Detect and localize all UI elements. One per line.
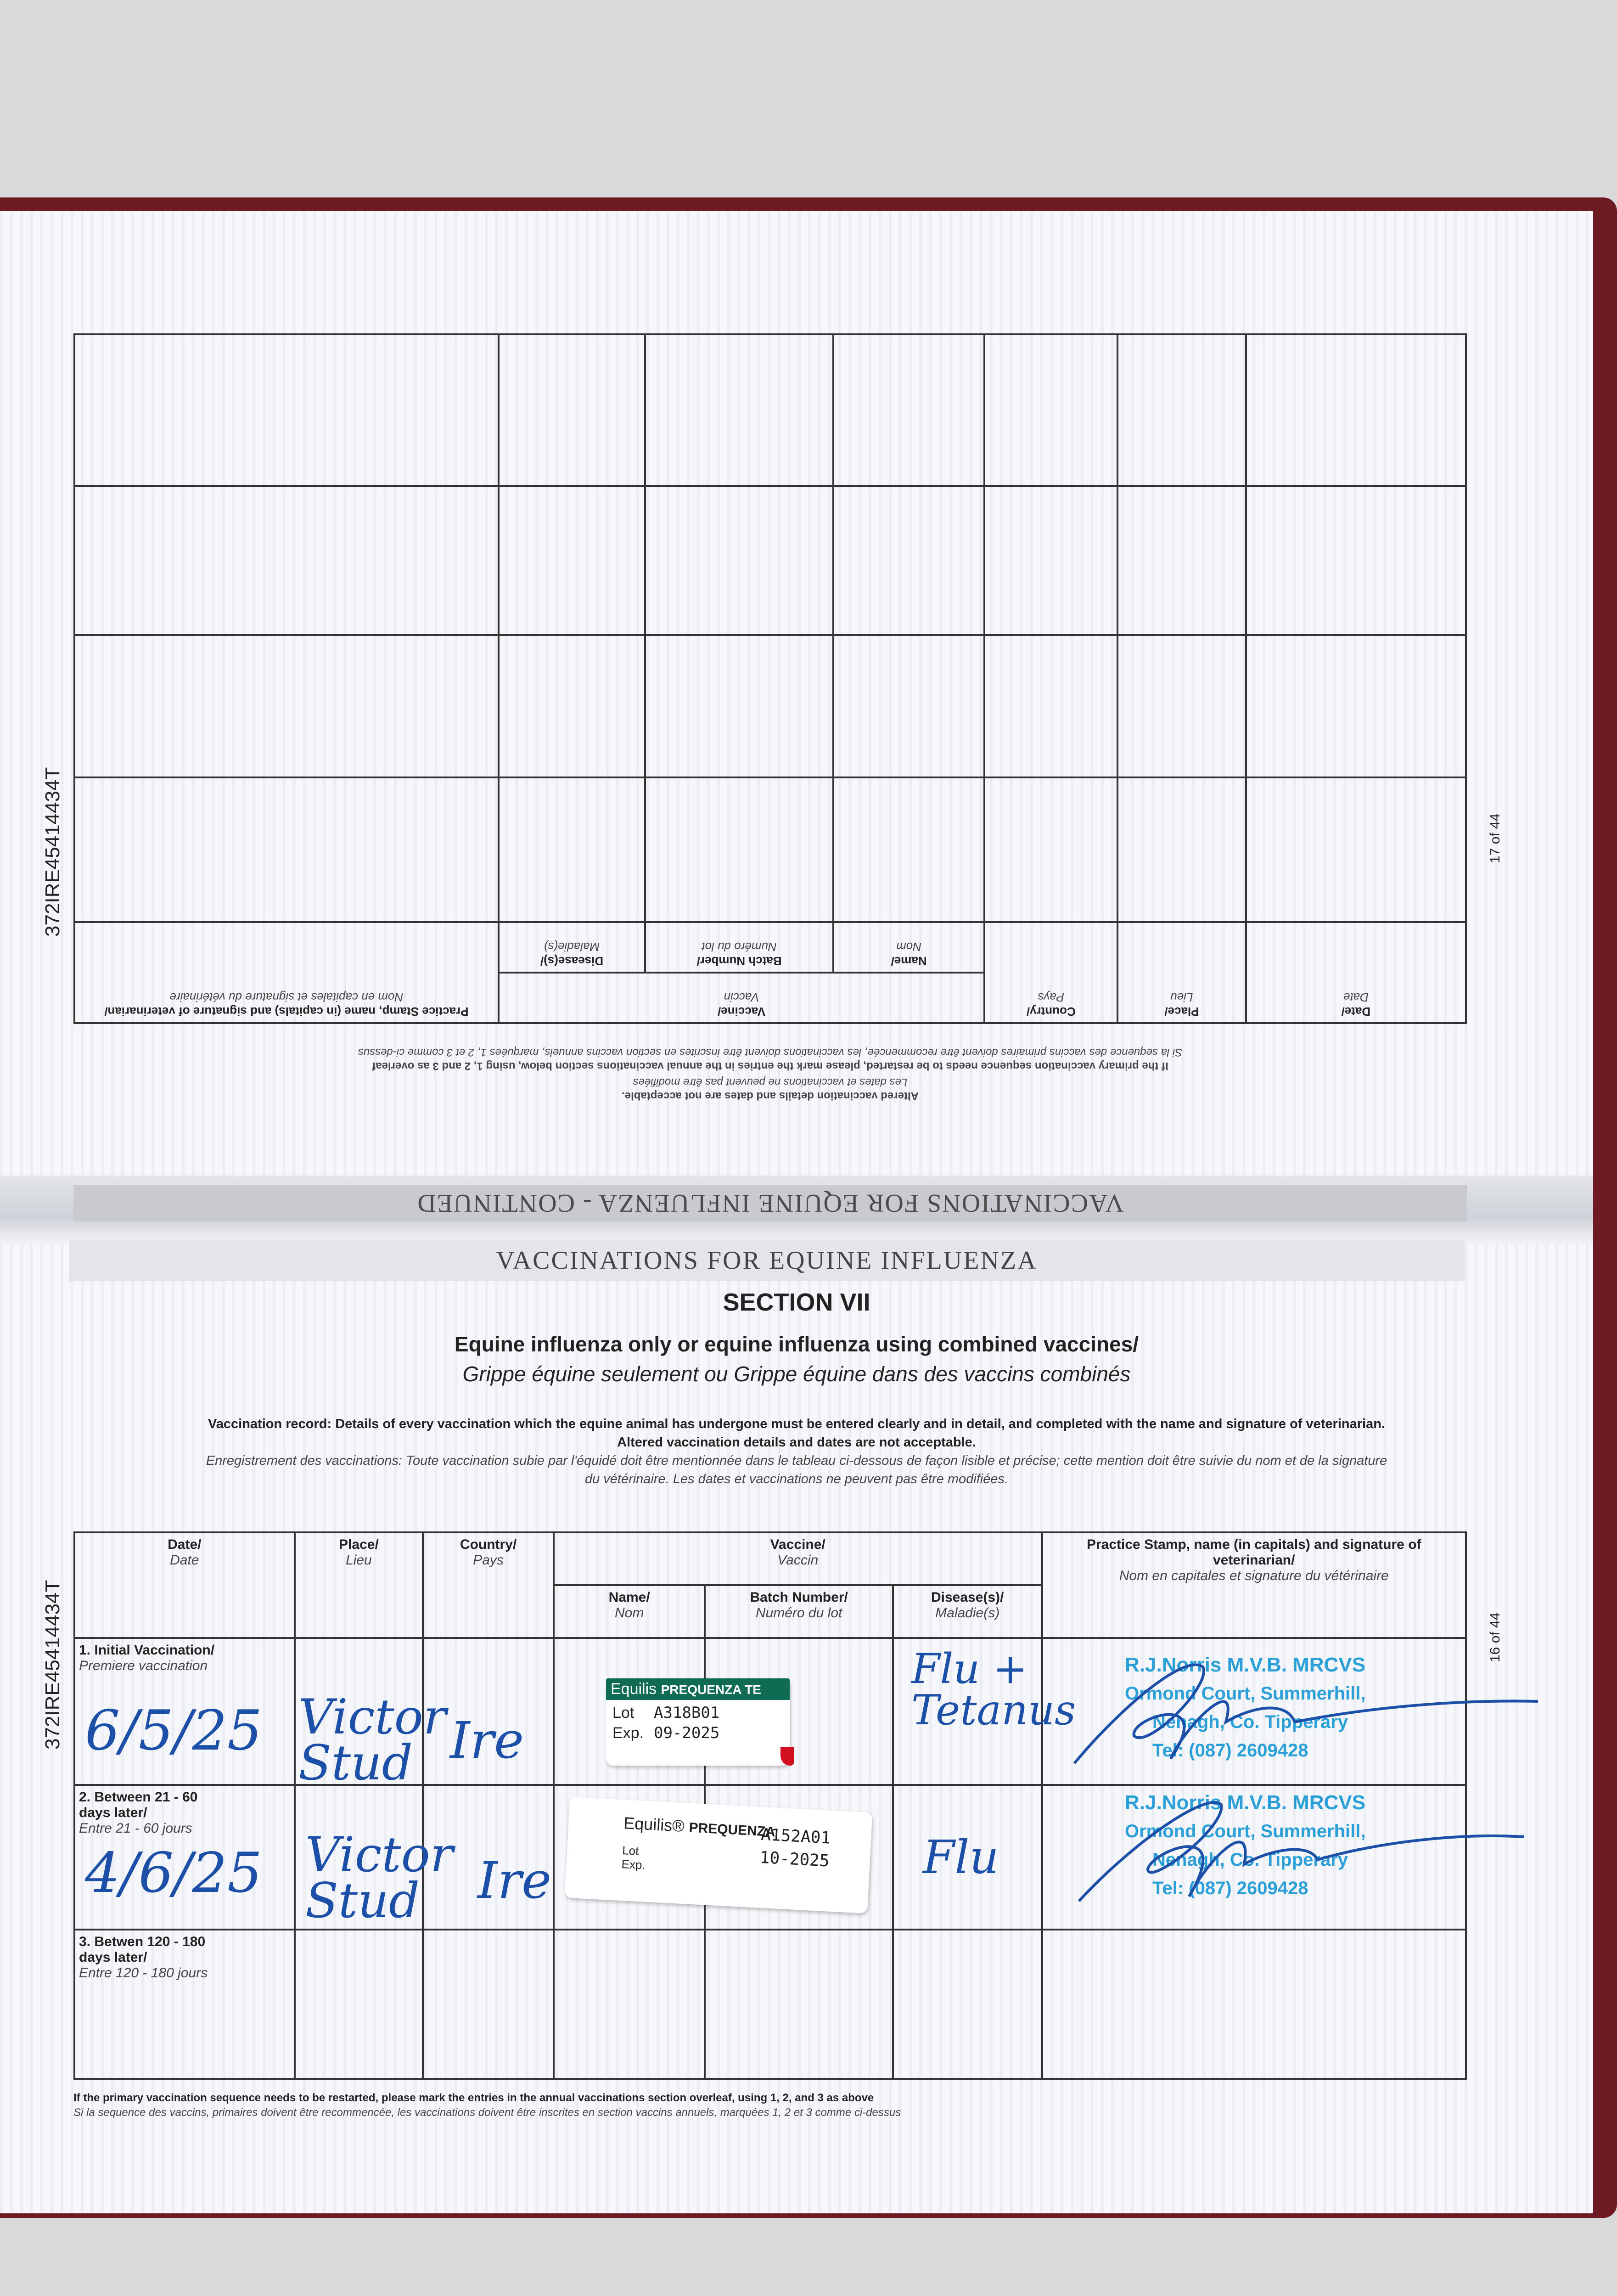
- subtitle-fr: Grippe équine seulement ou Grippe équine…: [462, 1362, 1131, 1386]
- top-vaccination-table: Date/Date Place/Lieu Country/Pays Vaccin…: [73, 333, 1467, 1024]
- th-country: Country/Pays: [984, 922, 1118, 1023]
- row-label: 2. Between 21 - 60 days later/Entre 21 -…: [73, 1784, 296, 1930]
- handwritten-country-2: Ire: [477, 1851, 552, 1910]
- table-row: [74, 635, 1466, 777]
- th-disease: Disease(s)/Maladie(s): [498, 922, 646, 973]
- record-fr-1: Enregistrement des vaccinations: Toute v…: [206, 1453, 1387, 1468]
- document-id-top: 372IRE45414434T: [41, 767, 64, 937]
- th-date: Date/Date: [73, 1531, 296, 1639]
- record-en-1: Vaccination record: Details of every vac…: [208, 1417, 1385, 1431]
- top-note-en-2: If the primary vaccination sequence need…: [372, 1060, 1168, 1072]
- handwritten-disease-2: Flu: [923, 1830, 999, 1884]
- top-note-fr-1: Les dates et vaccinations ne peuvent pas…: [633, 1076, 908, 1088]
- vet-stamp-2: R.J.Norris M.V.B. MRCVS Ormond Court, Sum…: [1125, 1791, 1366, 1898]
- th-place: Place/Lieu: [1117, 922, 1246, 1023]
- table-row: [74, 777, 1466, 922]
- th-date: Date/Date: [1246, 922, 1466, 1023]
- footnote-fr: Si la sequence des vaccins, primaires do…: [73, 2106, 901, 2119]
- sticker-exp-label: Exp.: [621, 1857, 646, 1872]
- th-vaccine: Vaccine/Vaccin: [498, 973, 985, 1023]
- vet-signature-2: [1078, 1801, 1525, 1902]
- table-row: 3. Betwen 120 - 180 days later/Entre 120…: [73, 1929, 1467, 2080]
- sticker-lot: A318B01: [654, 1704, 720, 1722]
- th-disease: Disease(s)/Maladie(s): [892, 1584, 1043, 1639]
- vet-signature-1: [1073, 1663, 1538, 1764]
- sticker-lot-label: Lot: [612, 1704, 634, 1722]
- sticker-red-mark: [780, 1747, 794, 1766]
- sticker-brand: Equilis®: [623, 1813, 685, 1836]
- top-note-en-1: Altered vaccination details and dates ar…: [622, 1090, 919, 1102]
- handwritten-country-1: Ire: [450, 1711, 524, 1770]
- record-fr-2: du vétérinaire. Les dates et vaccination…: [584, 1472, 1009, 1486]
- top-note-fr-2: Si la sequence des vaccins primaires doi…: [358, 1046, 1183, 1058]
- th-stamp: Practice Stamp, name (in capitals) and s…: [74, 922, 499, 1023]
- handwritten-disease-1: Flu + Tetanus: [911, 1645, 1076, 1734]
- record-en-2: Altered vaccination details and dates ar…: [617, 1435, 976, 1450]
- sticker-lot: A152A01: [760, 1825, 831, 1848]
- handwritten-place-1: Victor Stud: [298, 1689, 446, 1791]
- vaccine-sticker-2: Equilis® PREQUENZA A152A01 10-2025 Lot E…: [564, 1796, 873, 1914]
- row-label: 1. Initial Vaccination/Premiere vaccinat…: [73, 1637, 296, 1786]
- th-batch: Batch Number/Numéro du lot: [704, 1584, 894, 1639]
- sticker-brand: Equilis: [611, 1680, 657, 1698]
- th-country: Country/Pays: [422, 1531, 555, 1639]
- footnote-en: If the primary vaccination sequence need…: [73, 2092, 874, 2104]
- table-row: [74, 486, 1466, 635]
- sticker-lot-label: Lot: [622, 1843, 640, 1858]
- th-name: Name/Nom: [833, 922, 985, 973]
- sticker-exp: 09-2025: [654, 1724, 720, 1742]
- upside-down-page: VACCINATIONS FOR EQUINE INFLUENZA - CONT…: [73, 276, 1467, 1231]
- th-stamp: Practice Stamp, name (in capitals) and s…: [1041, 1531, 1467, 1639]
- sticker-exp: 10-2025: [759, 1848, 830, 1871]
- top-page-title: VACCINATIONS FOR EQUINE INFLUENZA - CONT…: [73, 1185, 1467, 1221]
- th-place: Place/Lieu: [293, 1531, 424, 1639]
- vet-stamp-1: R.J.Norris M.V.B. MRCVS Ormond Court, Sum…: [1125, 1654, 1366, 1761]
- vaccine-sticker-1: Equilis PREQUENZA TE Lot A318B01 Exp. 09-2…: [606, 1678, 794, 1766]
- document-id-bottom: 372IRE45414434T: [41, 1580, 64, 1750]
- handwritten-place-2: Victor Stud: [305, 1827, 453, 1929]
- handwritten-date-2: 4/6/25: [85, 1841, 263, 1905]
- page-number-top: 17 of 44: [1488, 813, 1503, 863]
- th-name: Name/Nom: [552, 1584, 706, 1639]
- handwritten-date-1: 6/5/25: [85, 1699, 263, 1763]
- row-label: 3. Betwen 120 - 180 days later/Entre 120…: [73, 1929, 296, 2080]
- section-title: SECTION VII: [723, 1289, 870, 1316]
- subtitle-en: Equine influenza only or equine influenz…: [454, 1332, 1139, 1356]
- sticker-exp-label: Exp.: [612, 1724, 644, 1742]
- sticker-product: PREQUENZA TE: [661, 1683, 761, 1697]
- th-vaccine: Vaccine/Vaccin: [552, 1531, 1043, 1586]
- table-row: [74, 334, 1466, 486]
- th-batch: Batch Number/Numéro du lot: [645, 922, 833, 973]
- band-title: VACCINATIONS FOR EQUINE INFLUENZA: [69, 1240, 1465, 1281]
